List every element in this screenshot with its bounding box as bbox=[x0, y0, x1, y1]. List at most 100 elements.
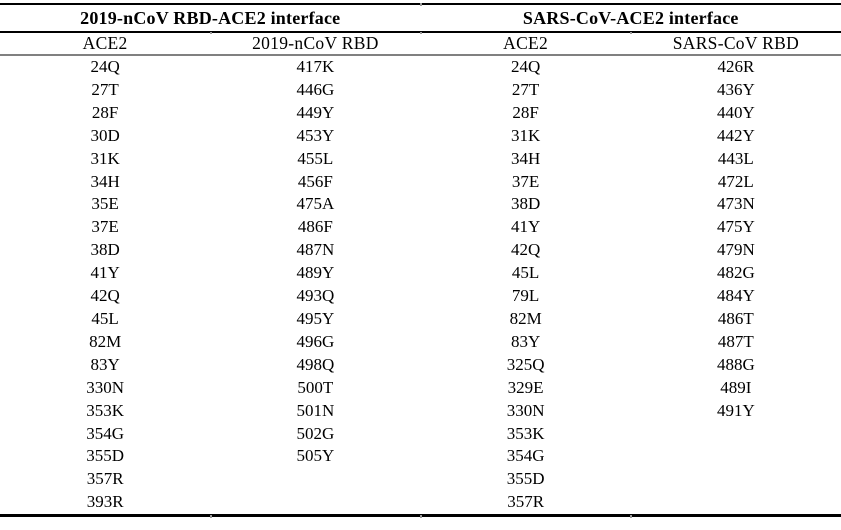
residue-cell bbox=[210, 468, 420, 491]
table-row: 83Y 498Q 325Q 488G bbox=[0, 354, 841, 377]
residue-cell: 42Q bbox=[510, 240, 541, 260]
residue-cell: 393R bbox=[86, 492, 124, 512]
residue-cell: 473N bbox=[716, 194, 755, 214]
residue-cell: 330N bbox=[86, 377, 125, 397]
residue-cell: 34H bbox=[90, 171, 120, 191]
residue-cell: 449Y bbox=[296, 102, 335, 122]
table-row: 357R 355D bbox=[0, 468, 841, 491]
table-row: 27T 446G 27T 436Y bbox=[0, 79, 841, 102]
residue-cell: 353K bbox=[86, 400, 125, 420]
residue-cell: 330N bbox=[506, 400, 545, 420]
table-row: 354G 502G 353K bbox=[0, 423, 841, 446]
residue-cell: 42Q bbox=[90, 286, 120, 306]
residue-cell: 453Y bbox=[296, 125, 335, 145]
residue-cell: 30D bbox=[90, 125, 120, 145]
residue-cell: 500T bbox=[297, 377, 334, 397]
rule-notch bbox=[419, 31, 422, 34]
column-header-2019ncov-rbd: 2019-nCoV RBD bbox=[210, 32, 421, 56]
residue-cell: 27T bbox=[91, 79, 119, 99]
residue-cell: 325Q bbox=[506, 354, 545, 374]
residue-cell: 475A bbox=[296, 194, 335, 214]
residue-cell: 496G bbox=[296, 331, 335, 351]
group-header-row: 2019-nCoV RBD-ACE2 interface SARS-CoV-AC… bbox=[0, 4, 841, 33]
residue-cell: 501N bbox=[296, 400, 335, 420]
group-header-2019ncov-ace2-interface: 2019-nCoV RBD-ACE2 interface bbox=[0, 4, 421, 33]
group-header-sarscov-ace2-interface: SARS-CoV-ACE2 interface bbox=[420, 4, 841, 33]
table-row: 38D 487N 42Q 479N bbox=[0, 239, 841, 262]
residue-cell: 455L bbox=[297, 148, 334, 168]
rule-notch bbox=[209, 515, 212, 518]
table-row: 355D 505Y 354G bbox=[0, 445, 841, 468]
residue-cell: 353K bbox=[506, 423, 545, 443]
residue-cell: 38D bbox=[90, 240, 120, 260]
residue-cell: 487T bbox=[717, 331, 754, 351]
residue-cell: 436Y bbox=[716, 79, 755, 99]
residue-cell: 31K bbox=[90, 148, 120, 168]
rule-notch bbox=[629, 31, 632, 34]
residue-cell bbox=[631, 468, 841, 491]
table-row: 353K 501N 330N 491Y bbox=[0, 400, 841, 423]
residue-cell: 37E bbox=[91, 217, 119, 237]
rule-notch bbox=[209, 31, 212, 34]
residue-cell: 31K bbox=[510, 125, 541, 145]
residue-cell: 484Y bbox=[716, 286, 755, 306]
residue-cell bbox=[631, 445, 841, 468]
residue-cell: 357R bbox=[507, 492, 545, 512]
residue-cell: 34H bbox=[510, 148, 541, 168]
table-row: 31K 455L 34H 443L bbox=[0, 148, 841, 171]
residue-cell: 38D bbox=[510, 194, 541, 214]
table-row: 45L 495Y 82M 486T bbox=[0, 308, 841, 331]
residue-cell: 493Q bbox=[296, 286, 335, 306]
residue-cell: 489I bbox=[720, 377, 752, 397]
table-row: 34H 456F 37E 472L bbox=[0, 171, 841, 194]
residue-cell: 479N bbox=[716, 240, 755, 260]
residue-cell: 472L bbox=[717, 171, 754, 191]
residue-cell: 83Y bbox=[510, 331, 541, 351]
residue-cell: 505Y bbox=[296, 446, 335, 466]
residue-cell: 45L bbox=[91, 308, 119, 328]
residue-interface-table-wrap: 2019-nCoV RBD-ACE2 interface SARS-CoV-AC… bbox=[0, 3, 841, 518]
residue-cell: 28F bbox=[91, 102, 119, 122]
residue-cell: 487N bbox=[296, 240, 335, 260]
residue-cell: 486T bbox=[717, 308, 754, 328]
residue-cell bbox=[631, 491, 841, 515]
table-row: 41Y 489Y 45L 482G bbox=[0, 262, 841, 285]
residue-cell: 482G bbox=[716, 263, 755, 283]
residue-cell: 82M bbox=[509, 308, 542, 328]
table-row: 393R 357R bbox=[0, 491, 841, 515]
column-header-ace2-left: ACE2 bbox=[0, 32, 211, 56]
table-row: 330N 500T 329E 489I bbox=[0, 377, 841, 400]
rule-notch bbox=[629, 515, 632, 518]
residue-cell: 495Y bbox=[296, 308, 335, 328]
column-header-sarscov-rbd: SARS-CoV RBD bbox=[630, 32, 841, 56]
residue-cell: 489Y bbox=[296, 263, 335, 283]
residue-cell: 502G bbox=[296, 423, 335, 443]
table-row: 30D 453Y 31K 442Y bbox=[0, 125, 841, 148]
residue-cell: 354G bbox=[86, 423, 125, 443]
residue-cell: 357R bbox=[86, 469, 124, 489]
table-row: 37E 486F 41Y 475Y bbox=[0, 216, 841, 239]
table-body: 24Q 417K 24Q 426R 27T 446G 27T 436Y 28F 449Y 28F 44… bbox=[0, 55, 841, 516]
table-row: 28F 449Y 28F 440Y bbox=[0, 102, 841, 125]
residue-cell: 24Q bbox=[90, 57, 120, 76]
residue-interface-table: 2019-nCoV RBD-ACE2 interface SARS-CoV-AC… bbox=[0, 3, 841, 518]
residue-cell: 440Y bbox=[716, 102, 755, 122]
residue-cell: 41Y bbox=[90, 263, 120, 283]
residue-cell: 79L bbox=[511, 286, 540, 306]
residue-cell: 442Y bbox=[716, 125, 755, 145]
table-row: 82M 496G 83Y 487T bbox=[0, 331, 841, 354]
residue-cell: 45L bbox=[511, 263, 540, 283]
residue-cell: 426R bbox=[717, 57, 755, 76]
table-row: 24Q 417K 24Q 426R bbox=[0, 55, 841, 79]
table-row: 42Q 493Q 79L 484Y bbox=[0, 285, 841, 308]
residue-cell: 41Y bbox=[510, 217, 541, 237]
residue-cell: 82M bbox=[89, 331, 122, 351]
residue-cell: 446G bbox=[296, 79, 335, 99]
residue-cell: 28F bbox=[512, 102, 539, 122]
residue-cell: 456F bbox=[297, 171, 333, 191]
residue-cell: 329E bbox=[507, 377, 544, 397]
residue-cell bbox=[631, 423, 841, 446]
residue-cell: 417K bbox=[296, 57, 335, 76]
residue-cell: 355D bbox=[506, 469, 545, 489]
residue-cell bbox=[210, 491, 420, 515]
